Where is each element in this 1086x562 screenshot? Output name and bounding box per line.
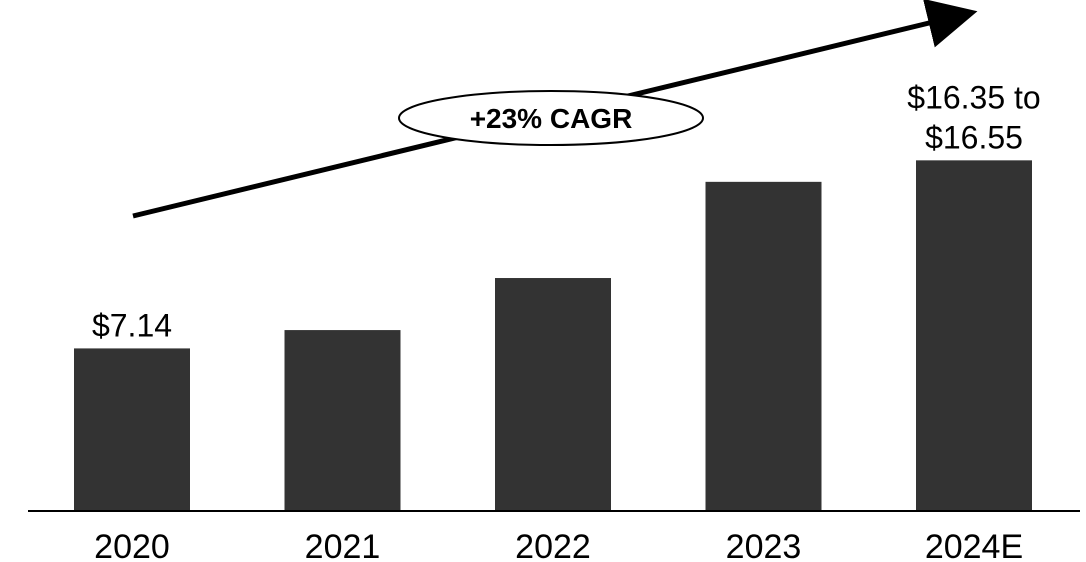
data-label-2024E-line-1: $16.35 to <box>907 79 1040 115</box>
category-label-2020: 2020 <box>94 528 170 562</box>
cagr-label: +23% CAGR <box>470 103 633 134</box>
bar-2023 <box>705 181 822 510</box>
data-label-2024E-line-2: $16.55 <box>925 119 1023 155</box>
bar-2024E <box>916 160 1032 510</box>
bar-2022 <box>495 278 611 510</box>
category-labels-group: 2020 2021 2022 2023 2024E <box>94 528 1023 562</box>
cagr-trend-group: +23% CAGR <box>132 0 978 219</box>
category-label-2024E: 2024E <box>925 528 1023 562</box>
category-label-2021: 2021 <box>305 528 381 562</box>
bar-2020 <box>74 348 190 510</box>
category-label-2023: 2023 <box>726 528 802 562</box>
category-label-2022: 2022 <box>515 528 591 562</box>
bars-group <box>74 160 1032 510</box>
data-labels-group: $7.14 $16.35 to $16.55 <box>92 79 1041 343</box>
bar-2021 <box>284 330 401 510</box>
cagr-ellipse <box>398 90 704 146</box>
data-label-2020-line-1: $7.14 <box>92 307 172 343</box>
